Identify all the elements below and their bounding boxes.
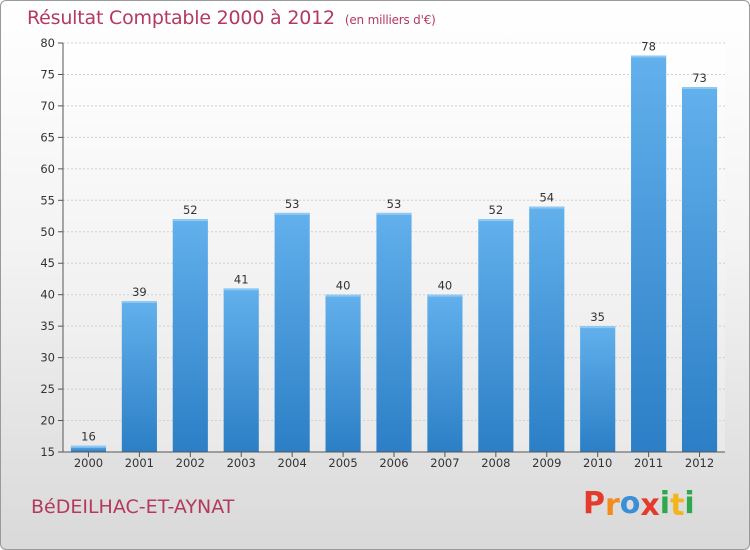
bar-highlight [70,445,107,448]
y-tick-label: 70 [40,99,55,113]
bar-2002 [172,219,208,452]
logo-letter: r [605,488,620,523]
bars: 16 39 52 41 53 40 53 40 52 54 35 78 73 [70,40,718,453]
y-tick-label: 20 [40,414,55,428]
logo-letter: o [619,486,641,521]
bar-2008 [478,219,514,452]
x-tick-label: 2012 [685,456,714,470]
proxiti-logo: Proxiti [583,486,695,523]
bar-2005 [325,294,361,452]
x-tick-label: 2004 [278,456,307,470]
chart-unit: (en milliers d'€) [344,13,436,27]
y-tick-label: 80 [40,36,55,50]
x-tick-label: 2001 [125,456,154,470]
bar-value-label: 40 [336,279,351,293]
bar-highlight [223,288,259,291]
bar-highlight [427,294,463,297]
bar-2010 [580,326,616,452]
y-tick-label: 30 [40,351,55,365]
bar-value-label: 78 [641,40,656,54]
y-tick-label: 55 [40,193,55,207]
y-axis: 15 20 25 30 35 40 45 50 55 60 65 70 75 80 [40,36,64,459]
x-axis: 2000 2001 2002 2003 2004 2005 2006 2007 2008 2009… [63,451,725,470]
bar-highlight [580,326,616,329]
y-tick-label: 25 [40,382,55,396]
bar-2006 [376,212,412,452]
logo-letter: t [670,488,685,523]
logo-letter: P [583,486,605,521]
x-tick-label: 2000 [74,456,103,470]
bar-value-label: 40 [438,279,453,293]
bar-value-label: 54 [539,191,554,205]
bar-highlight [121,300,157,303]
y-tick-label: 45 [40,256,55,270]
bar-2003 [223,288,259,452]
bar-highlight [274,212,310,215]
bar-2011 [631,55,667,452]
bar-value-label: 53 [387,197,402,211]
bar-highlight [325,294,361,297]
bar-2004 [274,212,310,452]
bar-value-label: 52 [183,203,198,217]
bar-2001 [121,300,157,452]
bar-value-label: 52 [489,203,504,217]
bar-highlight [681,87,718,90]
x-tick-label: 2002 [176,456,205,470]
y-tick-label: 65 [40,130,55,144]
x-tick-label: 2010 [583,456,612,470]
bar-highlight [478,219,514,222]
x-tick-label: 2007 [430,456,459,470]
y-tick-label: 60 [40,162,55,176]
y-tick-label: 50 [40,225,55,239]
bar-highlight [529,206,565,209]
bar-highlight [631,55,667,58]
y-tick-label: 15 [40,445,55,459]
chart-title-text: Résultat Comptable 2000 à 2012 [27,7,335,29]
y-tick-label: 35 [40,319,55,333]
x-tick-label: 2005 [328,456,357,470]
bar-value-label: 16 [81,430,96,444]
bar-value-label: 73 [692,71,707,85]
x-tick-label: 2009 [532,456,561,470]
commune-name: BéDEILHAC-ET-AYNAT [31,496,235,518]
bar-2012 [681,87,718,453]
bar-2000 [70,445,107,452]
logo-letter: i [684,486,695,521]
y-tick-label: 40 [40,288,55,302]
bar-2007 [427,294,463,452]
bar-value-label: 41 [234,272,249,286]
chart-title: Résultat Comptable 2000 à 2012 (en millie… [27,7,436,29]
bar-value-label: 39 [132,285,147,299]
bar-value-label: 53 [285,197,300,211]
x-tick-label: 2011 [634,456,663,470]
bar-2009 [529,206,565,452]
x-tick-label: 2003 [227,456,256,470]
bar-value-label: 35 [590,310,605,324]
x-tick-label: 2008 [481,456,510,470]
x-tick-label: 2006 [379,456,408,470]
logo-letter: x [640,488,660,523]
bar-highlight [172,219,208,222]
y-tick-label: 75 [40,67,55,81]
logo-letter: i [659,486,671,521]
bar-highlight [376,212,412,215]
